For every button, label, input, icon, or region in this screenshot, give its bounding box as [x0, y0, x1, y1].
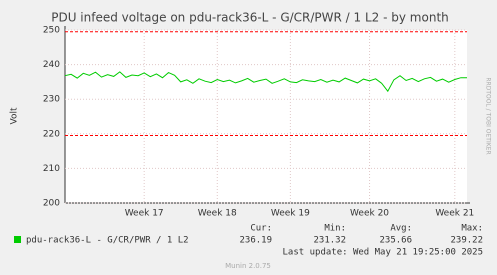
- plot-area: [65, 30, 467, 203]
- y-tick-label: 230: [43, 95, 60, 105]
- y-tick-label: 210: [43, 164, 60, 174]
- line: [64, 71, 468, 93]
- legend-label: pdu-rack36-L - G/CR/PWR / 1 L2: [26, 236, 189, 246]
- chart-title: PDU infeed voltage on pdu-rack36-L - G/C…: [51, 11, 449, 25]
- x-tick-label: Week 18: [198, 209, 237, 219]
- x-tick-label: Week 17: [125, 209, 164, 219]
- stat-label: Max:: [461, 224, 483, 234]
- stat-label: Min:: [324, 224, 346, 234]
- y-tick-label: 200: [43, 199, 60, 209]
- side-label: RRDTOOL / TOBI OETIKER: [485, 77, 492, 154]
- y-tick-label: 250: [43, 26, 60, 36]
- y-tick-label: 220: [43, 129, 60, 139]
- stat-label: Cur:: [250, 224, 272, 234]
- stat-value: 239.22: [450, 236, 483, 246]
- stat-value: 231.32: [313, 236, 346, 246]
- footer: Munin 2.0.75: [225, 262, 271, 270]
- legend-swatch: [14, 236, 21, 243]
- stat-value: 236.19: [239, 236, 272, 246]
- stat-label: Avg:: [390, 224, 412, 234]
- y-tick-label: 240: [43, 60, 60, 70]
- x-tick-label: Week 20: [350, 209, 389, 219]
- y-axis-label: Volt: [10, 107, 20, 124]
- stat-value: 235.66: [379, 236, 412, 246]
- x-tick-label: Week 21: [435, 209, 474, 219]
- x-tick-label: Week 19: [271, 209, 310, 219]
- last-update: Last update: Wed May 21 19:25:00 2025: [283, 248, 483, 258]
